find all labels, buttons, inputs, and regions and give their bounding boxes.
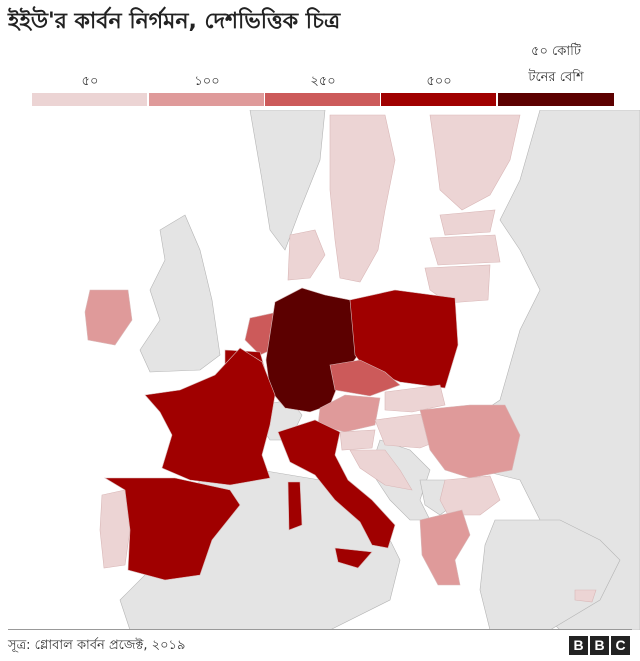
legend-swatch-100 — [149, 93, 264, 106]
france — [144, 347, 276, 486]
sicily — [334, 547, 373, 569]
cyprus — [574, 589, 597, 603]
greece — [419, 509, 471, 586]
romania — [419, 404, 521, 479]
legend-label-top-line1: ৫০ কোটি — [531, 44, 581, 59]
portugal — [99, 489, 131, 569]
estonia — [439, 209, 496, 236]
italy — [277, 419, 396, 549]
legend-swatch-50 — [32, 93, 147, 106]
chart-title: ইইউ'র কার্বন নির্গমন, দেশভিত্তিক চিত্র — [8, 9, 341, 34]
footer-divider — [8, 629, 632, 630]
slovenia — [339, 429, 376, 451]
source-note: সূত্র: গ্লোবাল কার্বন প্রজেক্ট, ২০১৯ — [8, 638, 186, 653]
denmark — [287, 229, 326, 281]
logo-letter: B — [569, 636, 588, 655]
legend-swatch-500 — [381, 93, 496, 106]
legend-swatch-250 — [265, 93, 380, 106]
lithuania — [424, 264, 491, 304]
logo-letter: C — [611, 636, 630, 655]
legend-label-250: ২৫০ — [310, 74, 336, 89]
europe-map — [0, 110, 640, 630]
legend-swatch-top — [498, 93, 614, 106]
sardinia — [287, 481, 303, 531]
croatia — [349, 449, 413, 491]
bulgaria — [439, 475, 501, 516]
ireland — [84, 289, 133, 346]
legend: ৫০ ১০০ ২৫০ ৫০০ ৫০ কোটি টনের বেশি — [32, 40, 614, 106]
legend-label-top-line2: টনের বেশি — [528, 70, 584, 85]
legend-label-500: ৫০০ — [426, 74, 452, 89]
czechia — [329, 359, 401, 397]
latvia — [429, 234, 501, 266]
spain — [103, 477, 241, 581]
eu-countries — [84, 114, 597, 603]
finland — [429, 114, 521, 211]
legend-label-50: ৫০ — [81, 74, 99, 89]
legend-label-100: ১০০ — [194, 74, 220, 89]
sweden — [329, 114, 396, 283]
logo-letter: B — [590, 636, 609, 655]
slovakia — [384, 384, 446, 413]
map-svg — [0, 110, 640, 630]
poland — [349, 289, 459, 389]
bbc-logo: B B C — [569, 636, 630, 655]
